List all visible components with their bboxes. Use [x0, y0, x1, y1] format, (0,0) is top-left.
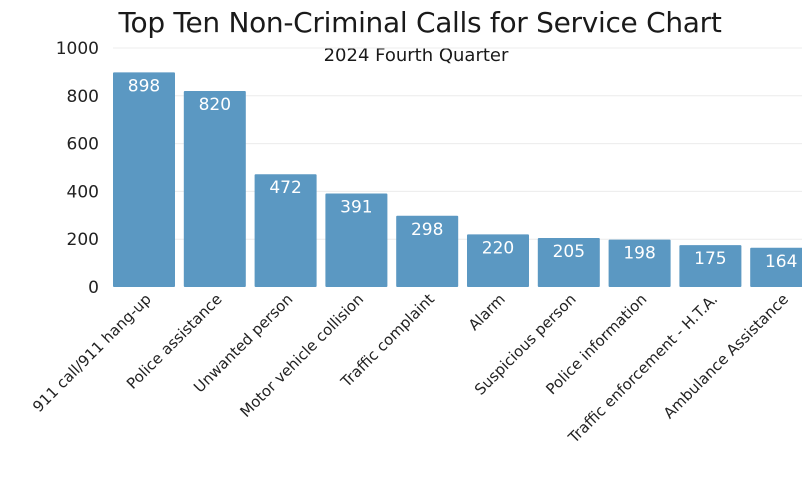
chart-subtitle: 2024 Fourth Quarter: [323, 45, 509, 66]
bar-value-label: 198: [623, 244, 655, 264]
bar: [113, 72, 175, 288]
bar-value-label: 298: [411, 220, 443, 240]
bar: [467, 234, 529, 287]
y-tick-label: 0: [88, 278, 99, 298]
x-category-label: 911 call/911 hang-up: [29, 290, 155, 416]
bar-value-label: 205: [553, 242, 585, 262]
bars: 898 820 472 391 298 220 205 198 175 164: [113, 72, 802, 288]
bar: [750, 247, 802, 287]
x-category-label: Alarm: [465, 290, 509, 334]
bar: [396, 215, 459, 287]
y-tick-label: 600: [67, 135, 99, 155]
bar: [325, 193, 388, 287]
bar-value-label: 391: [340, 198, 372, 218]
y-axis: 0 200 400 600 800 1000: [56, 39, 99, 298]
bar: [183, 91, 246, 288]
bar: [608, 239, 671, 287]
bar-value-label: 898: [128, 76, 160, 96]
bar-value-label: 220: [482, 238, 514, 258]
y-tick-label: 400: [67, 182, 99, 202]
bar: [537, 238, 600, 287]
x-category-label: Ambulance Assistance: [660, 290, 792, 422]
x-category-label: Motor vehicle collision: [236, 290, 367, 421]
bar-value-label: 820: [199, 95, 231, 115]
x-category-label: Traffic enforcement - H.T.A.: [564, 290, 721, 447]
bar: [254, 174, 317, 287]
y-tick-label: 800: [67, 87, 99, 107]
bar-value-label: 164: [765, 252, 797, 272]
bar: [679, 245, 742, 287]
y-tick-label: 1000: [56, 39, 99, 59]
bar-value-label: 472: [269, 178, 301, 198]
y-tick-label: 200: [67, 230, 99, 250]
bar-value-label: 175: [694, 249, 726, 269]
chart-title: Top Ten Non-Criminal Calls for Service C…: [118, 6, 722, 39]
